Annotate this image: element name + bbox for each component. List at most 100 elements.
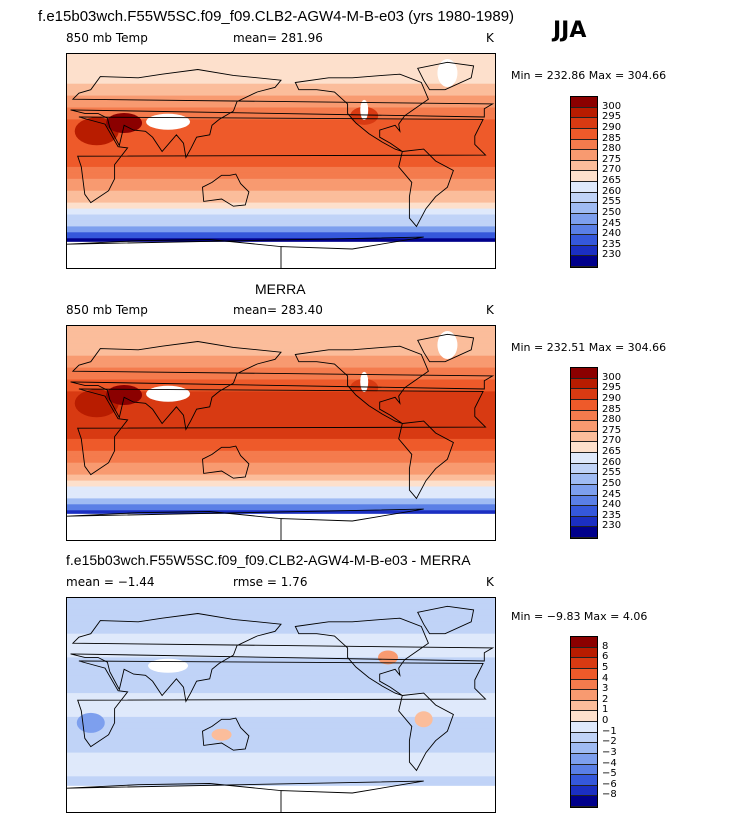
colorbar-tick-label: 280: [602, 414, 622, 426]
colorbar-tick-label: 0: [602, 715, 609, 726]
colorbar-swatch: [571, 463, 597, 475]
colorbar-tick-label: 270: [602, 435, 622, 447]
panel2-map: [66, 325, 496, 541]
colorbar-tick-label: 260: [602, 185, 622, 197]
colorbar-tick-label: 245: [602, 488, 622, 500]
colorbar-tick-label: 295: [602, 382, 622, 394]
colorbar-tick-label: 245: [602, 217, 622, 229]
colorbar-tick-label: 270: [602, 164, 622, 176]
colorbar-swatch: [571, 527, 597, 538]
colorbar-swatch: [571, 711, 597, 722]
colorbar-tick-label: −4: [602, 757, 617, 769]
colorbar-tick-label: −2: [602, 736, 617, 748]
colorbar-swatch: [571, 743, 597, 754]
colorbar-swatch: [571, 453, 597, 464]
panel3-map: [66, 597, 496, 813]
colorbar-tick-label: 300: [602, 100, 622, 112]
colorbar-swatch: [571, 150, 597, 161]
colorbar-swatch: [571, 785, 597, 797]
colorbar-tick-label: 3: [602, 683, 609, 695]
colorbar-swatch: [571, 107, 597, 119]
panel1-mean-label: mean= 281.96: [233, 31, 323, 45]
colorbar-tick-label: 1: [602, 704, 609, 716]
colorbar-tick-label: 235: [602, 238, 622, 250]
colorbar-swatch: [571, 410, 597, 422]
colorbar-tick-label: 265: [602, 446, 622, 457]
panel1-colorbar: [570, 96, 598, 268]
colorbar-swatch: [571, 753, 597, 765]
panel2-units-label: K: [486, 303, 494, 317]
colorbar-tick-label: −5: [602, 768, 617, 780]
colorbar-tick-label: 4: [602, 672, 609, 684]
colorbar-tick-label: 235: [602, 509, 622, 521]
colorbar-tick-label: −8: [602, 789, 617, 801]
colorbar-swatch: [571, 484, 597, 496]
panel2-variable-label: 850 mb Temp: [66, 303, 148, 317]
panel2-mean-label: mean= 283.40: [233, 303, 323, 317]
colorbar-swatch: [571, 203, 597, 214]
colorbar-tick-label: 240: [602, 499, 622, 511]
colorbar-swatch: [571, 235, 597, 246]
colorbar-tick-label: 275: [602, 424, 622, 436]
colorbar-swatch: [571, 171, 597, 182]
colorbar-tick-label: 255: [602, 467, 622, 479]
colorbar-swatch: [571, 637, 597, 648]
colorbar-swatch: [571, 378, 597, 390]
colorbar-swatch: [571, 128, 597, 140]
colorbar-tick-label: 255: [602, 196, 622, 208]
colorbar-tick-label: 290: [602, 392, 622, 404]
panel3-colorbar: [570, 636, 598, 808]
colorbar-tick-label: 230: [602, 520, 622, 532]
colorbar-swatch: [571, 182, 597, 193]
colorbar-tick-label: 5: [602, 661, 609, 673]
colorbar-swatch: [571, 700, 597, 712]
colorbar-swatch: [571, 495, 597, 507]
colorbar-swatch: [571, 160, 597, 172]
colorbar-swatch: [571, 658, 597, 669]
colorbar-tick-label: 250: [602, 477, 622, 489]
colorbar-swatch: [571, 775, 597, 786]
panel3-title: f.e15b03wch.F55W5SC.f09_f09.CLB2-AGW4-M-…: [66, 552, 471, 568]
panel1-variable-label: 850 mb Temp: [66, 31, 148, 45]
colorbar-tick-label: 285: [602, 403, 622, 415]
colorbar-tick-label: 275: [602, 153, 622, 165]
panel1-map: [66, 53, 496, 269]
panel1-minmax-stats: Min = 232.86 Max = 304.66: [511, 69, 667, 82]
colorbar-swatch: [571, 442, 597, 453]
colorbar-swatch: [571, 245, 597, 257]
colorbar-tick-label: 290: [602, 121, 622, 133]
colorbar-tick-label: 240: [602, 228, 622, 240]
colorbar-swatch: [571, 399, 597, 411]
colorbar-swatch: [571, 192, 597, 204]
colorbar-tick-label: 265: [602, 175, 622, 186]
colorbar-tick-label: 8: [602, 640, 609, 652]
colorbar-swatch: [571, 389, 597, 400]
colorbar-swatch: [571, 421, 597, 432]
colorbar-swatch: [571, 474, 597, 485]
season-label: JJA: [553, 18, 587, 43]
panel2-colorbar: [570, 367, 598, 539]
colorbar-swatch: [571, 764, 597, 776]
colorbar-tick-label: 285: [602, 132, 622, 144]
colorbar-swatch: [571, 224, 597, 236]
colorbar-swatch: [571, 368, 597, 379]
colorbar-tick-label: −3: [602, 746, 617, 758]
colorbar-swatch: [571, 690, 597, 701]
colorbar-tick-label: 2: [602, 693, 609, 705]
colorbar-swatch: [571, 118, 597, 129]
colorbar-tick-label: −1: [602, 725, 617, 737]
colorbar-swatch: [571, 647, 597, 659]
panel3-rmse-label: rmse = 1.76: [233, 575, 308, 589]
panel1-units-label: K: [486, 31, 494, 45]
colorbar-tick-label: −6: [602, 778, 617, 790]
colorbar-swatch: [571, 506, 597, 517]
panel2-title: MERRA: [255, 281, 306, 297]
colorbar-swatch: [571, 139, 597, 151]
colorbar-swatch: [571, 213, 597, 225]
colorbar-swatch: [571, 796, 597, 807]
colorbar-swatch: [571, 679, 597, 691]
colorbar-swatch: [571, 97, 597, 108]
colorbar-tick-label: 295: [602, 111, 622, 123]
panel2-minmax-stats: Min = 232.51 Max = 304.66: [511, 341, 667, 354]
panel3-minmax-stats: Min = −9.83 Max = 4.06: [511, 610, 648, 623]
